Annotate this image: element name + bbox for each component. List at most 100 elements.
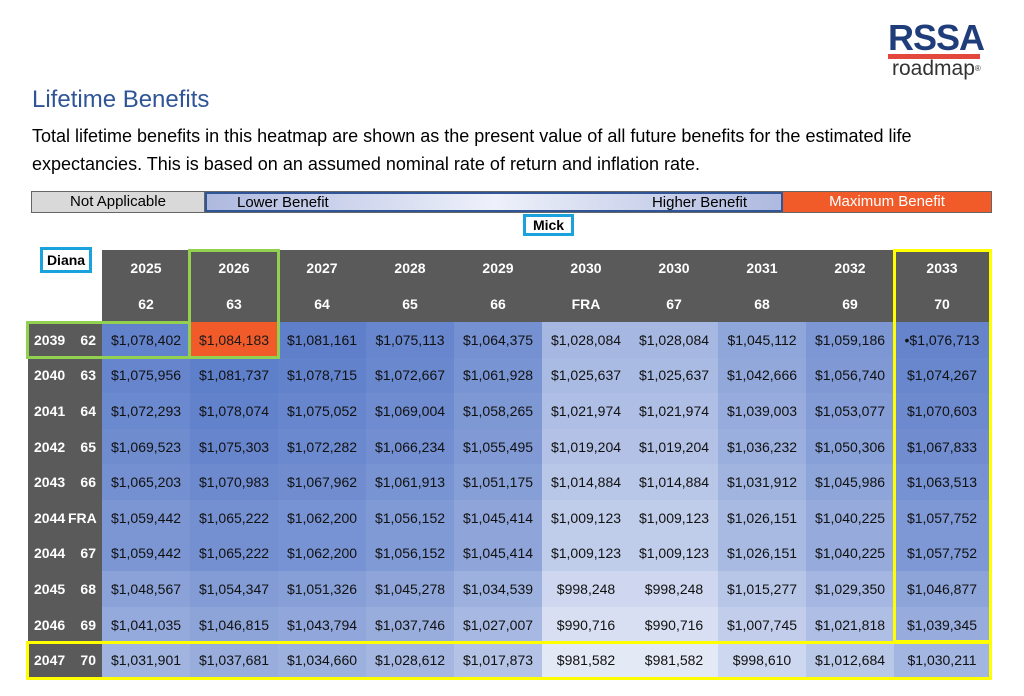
- heatmap-cell: $1,070,983: [190, 464, 278, 500]
- row-header: 2044 FRA: [28, 499, 102, 536]
- heatmap-cell: $1,021,974: [542, 393, 630, 429]
- heatmap-cell: $1,045,414: [454, 499, 542, 536]
- heatmap-cell: $1,046,815: [190, 606, 278, 643]
- heatmap-cell: $1,061,928: [454, 357, 542, 394]
- column-year: 2030: [542, 250, 630, 286]
- heatmap-cell: $1,037,681: [190, 642, 278, 678]
- heatmap-cell: $1,039,003: [718, 393, 806, 429]
- heatmap-cell: $1,056,152: [366, 499, 454, 536]
- heatmap-cell: $1,025,637: [542, 357, 630, 394]
- heatmap-cell: $1,072,282: [278, 428, 366, 465]
- row-header: 2042 65: [28, 428, 102, 465]
- row-age: 65: [80, 438, 96, 455]
- table-row: 2040 63 $1,075,956 $1,081,737 $1,078,715 $1,0…: [28, 357, 990, 394]
- row-header: 2039 62: [28, 322, 102, 358]
- heatmap-cell: $1,048,567: [102, 571, 190, 607]
- heatmap-cell: $1,081,161: [278, 322, 366, 358]
- row-age: 66: [80, 474, 96, 491]
- table-row: 2046 69 $1,041,035 $1,046,815 $1,043,794 $1,0…: [28, 606, 990, 643]
- heatmap-cell: $1,053,077: [806, 393, 894, 429]
- logo-subtitle: roadmap: [892, 57, 975, 80]
- heatmap-cell: $1,062,200: [278, 499, 366, 536]
- column-year: 2031: [718, 250, 806, 286]
- heatmap-cell: $1,009,123: [542, 535, 630, 572]
- heatmap-cell: $1,078,402: [102, 322, 190, 358]
- heatmap-cell: $1,051,326: [278, 571, 366, 607]
- heatmap-cell: $1,014,884: [630, 464, 718, 500]
- heatmap-cell: $998,248: [542, 571, 630, 607]
- row-header: 2047 70: [28, 642, 102, 678]
- heatmap-cell: $1,045,986: [806, 464, 894, 500]
- column-year: 2028: [366, 250, 454, 286]
- column-age: 63: [190, 286, 278, 322]
- heatmap-cell: $1,075,956: [102, 357, 190, 394]
- row-year: 2044: [34, 509, 66, 526]
- column-age: 65: [366, 286, 454, 322]
- heatmap-cell: $1,039,345: [894, 606, 990, 643]
- row-age: 70: [80, 652, 96, 669]
- heatmap-cell: $1,041,035: [102, 606, 190, 643]
- row-year: 2039: [34, 331, 66, 348]
- column-year: 2029: [454, 250, 542, 286]
- heatmap-cell: $1,064,375: [454, 322, 542, 358]
- heatmap-cell: $1,078,715: [278, 357, 366, 394]
- heatmap-cell: $1,045,278: [366, 571, 454, 607]
- header-corner: [28, 286, 102, 322]
- heatmap-cell: $1,043,794: [278, 606, 366, 643]
- column-year: 2025: [102, 250, 190, 286]
- heatmap-cell: $1,072,293: [102, 393, 190, 429]
- heatmap-cell: $990,716: [542, 606, 630, 643]
- heatmap-cell: $1,057,752: [894, 535, 990, 572]
- heatmap-cell: $1,025,637: [630, 357, 718, 394]
- highlight-column-2033: [893, 249, 992, 644]
- heatmap-cell: $1,019,204: [630, 428, 718, 465]
- row-header: 2046 69: [28, 606, 102, 643]
- column-person-label: Mick: [523, 214, 574, 236]
- row-header: 2044 67: [28, 535, 102, 572]
- row-year: 2041: [34, 402, 66, 419]
- row-year: 2043: [34, 474, 66, 491]
- column-year: 2032: [806, 250, 894, 286]
- heatmap-cell: $1,021,974: [630, 393, 718, 429]
- heatmap-cell: $1,075,052: [278, 393, 366, 429]
- column-year: 2027: [278, 250, 366, 286]
- table-row: 2047 70 $1,031,901 $1,037,681 $1,034,660 $1,0…: [28, 642, 990, 678]
- heatmap-cell: $1,069,004: [366, 393, 454, 429]
- heatmap-cell: $1,031,912: [718, 464, 806, 500]
- row-year: 2040: [34, 367, 66, 384]
- legend-maximum: Maximum Benefit: [783, 192, 991, 212]
- row-header: 2043 66: [28, 464, 102, 500]
- heatmap-cell: $1,065,203: [102, 464, 190, 500]
- heatmap-legend: Not Applicable Lower Benefit Higher Bene…: [31, 191, 992, 213]
- heatmap-cell: $1,065,222: [190, 535, 278, 572]
- row-header: 2040 63: [28, 357, 102, 394]
- heatmap-cell: $1,066,234: [366, 428, 454, 465]
- row-year: 2046: [34, 616, 66, 633]
- legend-not-applicable: Not Applicable: [32, 192, 205, 212]
- column-age: FRA: [542, 286, 630, 322]
- heatmap-cell: $1,031,901: [102, 642, 190, 678]
- column-age: 62: [102, 286, 190, 322]
- legend-higher: Higher Benefit: [651, 194, 747, 211]
- heatmap-cell: $1,042,666: [718, 357, 806, 394]
- heatmap-cell: $1,070,603: [894, 393, 990, 429]
- heatmap-cell: $1,007,745: [718, 606, 806, 643]
- heatmap-cell: $998,248: [630, 571, 718, 607]
- logo-brand: RSSA: [888, 17, 985, 58]
- heatmap-cell: $1,029,350: [806, 571, 894, 607]
- highlight-column-2026: [188, 249, 280, 359]
- row-year: 2042: [34, 438, 66, 455]
- heatmap-cell: $1,061,913: [366, 464, 454, 500]
- table-row: 2044 FRA $1,059,442 $1,065,222 $1,062,200 $1,…: [28, 499, 990, 536]
- row-year: 2047: [34, 652, 66, 669]
- column-age: 67: [630, 286, 718, 322]
- heatmap-cell: $1,057,752: [894, 499, 990, 536]
- heatmap-cell: $1,075,303: [190, 428, 278, 465]
- table-row: 2041 64 $1,072,293 $1,078,074 $1,075,052 $1,0…: [28, 393, 990, 429]
- heatmap-cell: •$1,076,713: [894, 322, 990, 358]
- heatmap-cell: $1,028,084: [630, 322, 718, 358]
- heatmap-cell: $1,059,186: [806, 322, 894, 358]
- column-age: 70: [894, 286, 990, 322]
- heatmap-cell: $1,015,277: [718, 571, 806, 607]
- heatmap-cell: $1,081,737: [190, 357, 278, 394]
